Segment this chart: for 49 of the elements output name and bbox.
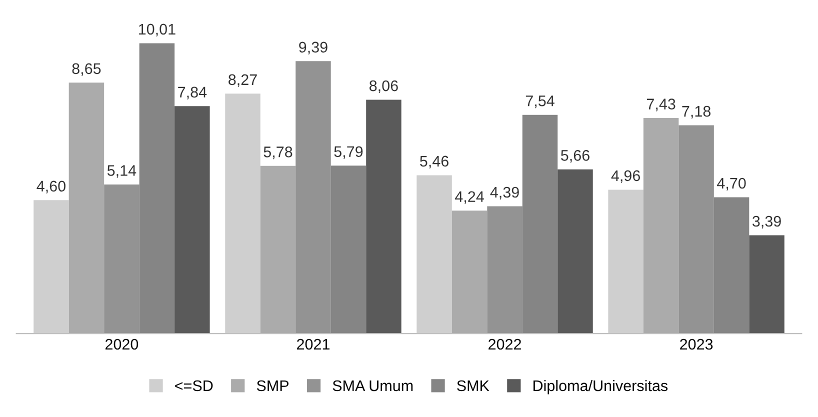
data-label: 5,66	[560, 150, 590, 163]
data-label: 4,70	[717, 178, 746, 190]
data-label: 4,96	[611, 170, 640, 183]
data-label: 4,60	[36, 180, 66, 194]
legend-label: SMK	[457, 380, 490, 392]
data-label: 4,39	[490, 186, 519, 200]
data-label: 7,43	[646, 98, 676, 112]
data-label: 7,84	[178, 86, 207, 100]
legend-label: <=SD	[175, 380, 213, 392]
legend-label: Diploma/Universitas	[534, 380, 668, 394]
data-label: 5,78	[264, 146, 292, 160]
bar	[558, 169, 593, 334]
bar	[260, 166, 296, 334]
data-label: 3,39	[752, 216, 781, 228]
bar	[522, 114, 558, 334]
x-tick-label: 2020	[105, 338, 138, 350]
x-tick-label: 2021	[297, 338, 330, 350]
bar	[296, 61, 331, 334]
data-label: 5,14	[107, 165, 136, 178]
data-label: 4,24	[455, 191, 484, 204]
data-label: 8,27	[228, 74, 257, 87]
bar	[174, 106, 210, 334]
bar	[608, 190, 644, 334]
bar	[678, 125, 714, 334]
legend-label: SMA Umum	[332, 380, 413, 392]
bar	[366, 100, 402, 334]
data-label: 7,54	[526, 96, 554, 108]
bar	[487, 206, 522, 334]
x-tick-label: 2023	[680, 338, 713, 350]
bar	[416, 175, 452, 334]
data-label: 9,39	[299, 42, 328, 54]
bar	[139, 43, 175, 334]
bar	[225, 94, 260, 334]
data-label: 5,46	[420, 156, 448, 168]
bar	[749, 235, 784, 334]
bar	[452, 210, 488, 334]
legend-label: SMP	[256, 380, 289, 392]
bar	[34, 200, 69, 334]
bar	[330, 166, 366, 334]
data-label: 10,01	[138, 24, 176, 36]
data-label: 5,79	[334, 146, 363, 159]
data-label: 7,18	[682, 106, 710, 119]
data-label: 8,65	[72, 63, 101, 76]
bar	[714, 197, 750, 334]
bar	[643, 118, 679, 334]
bar	[104, 184, 140, 334]
x-tick-label: 2022	[488, 338, 521, 350]
data-label: 8,06	[370, 80, 398, 93]
bar	[68, 82, 104, 334]
